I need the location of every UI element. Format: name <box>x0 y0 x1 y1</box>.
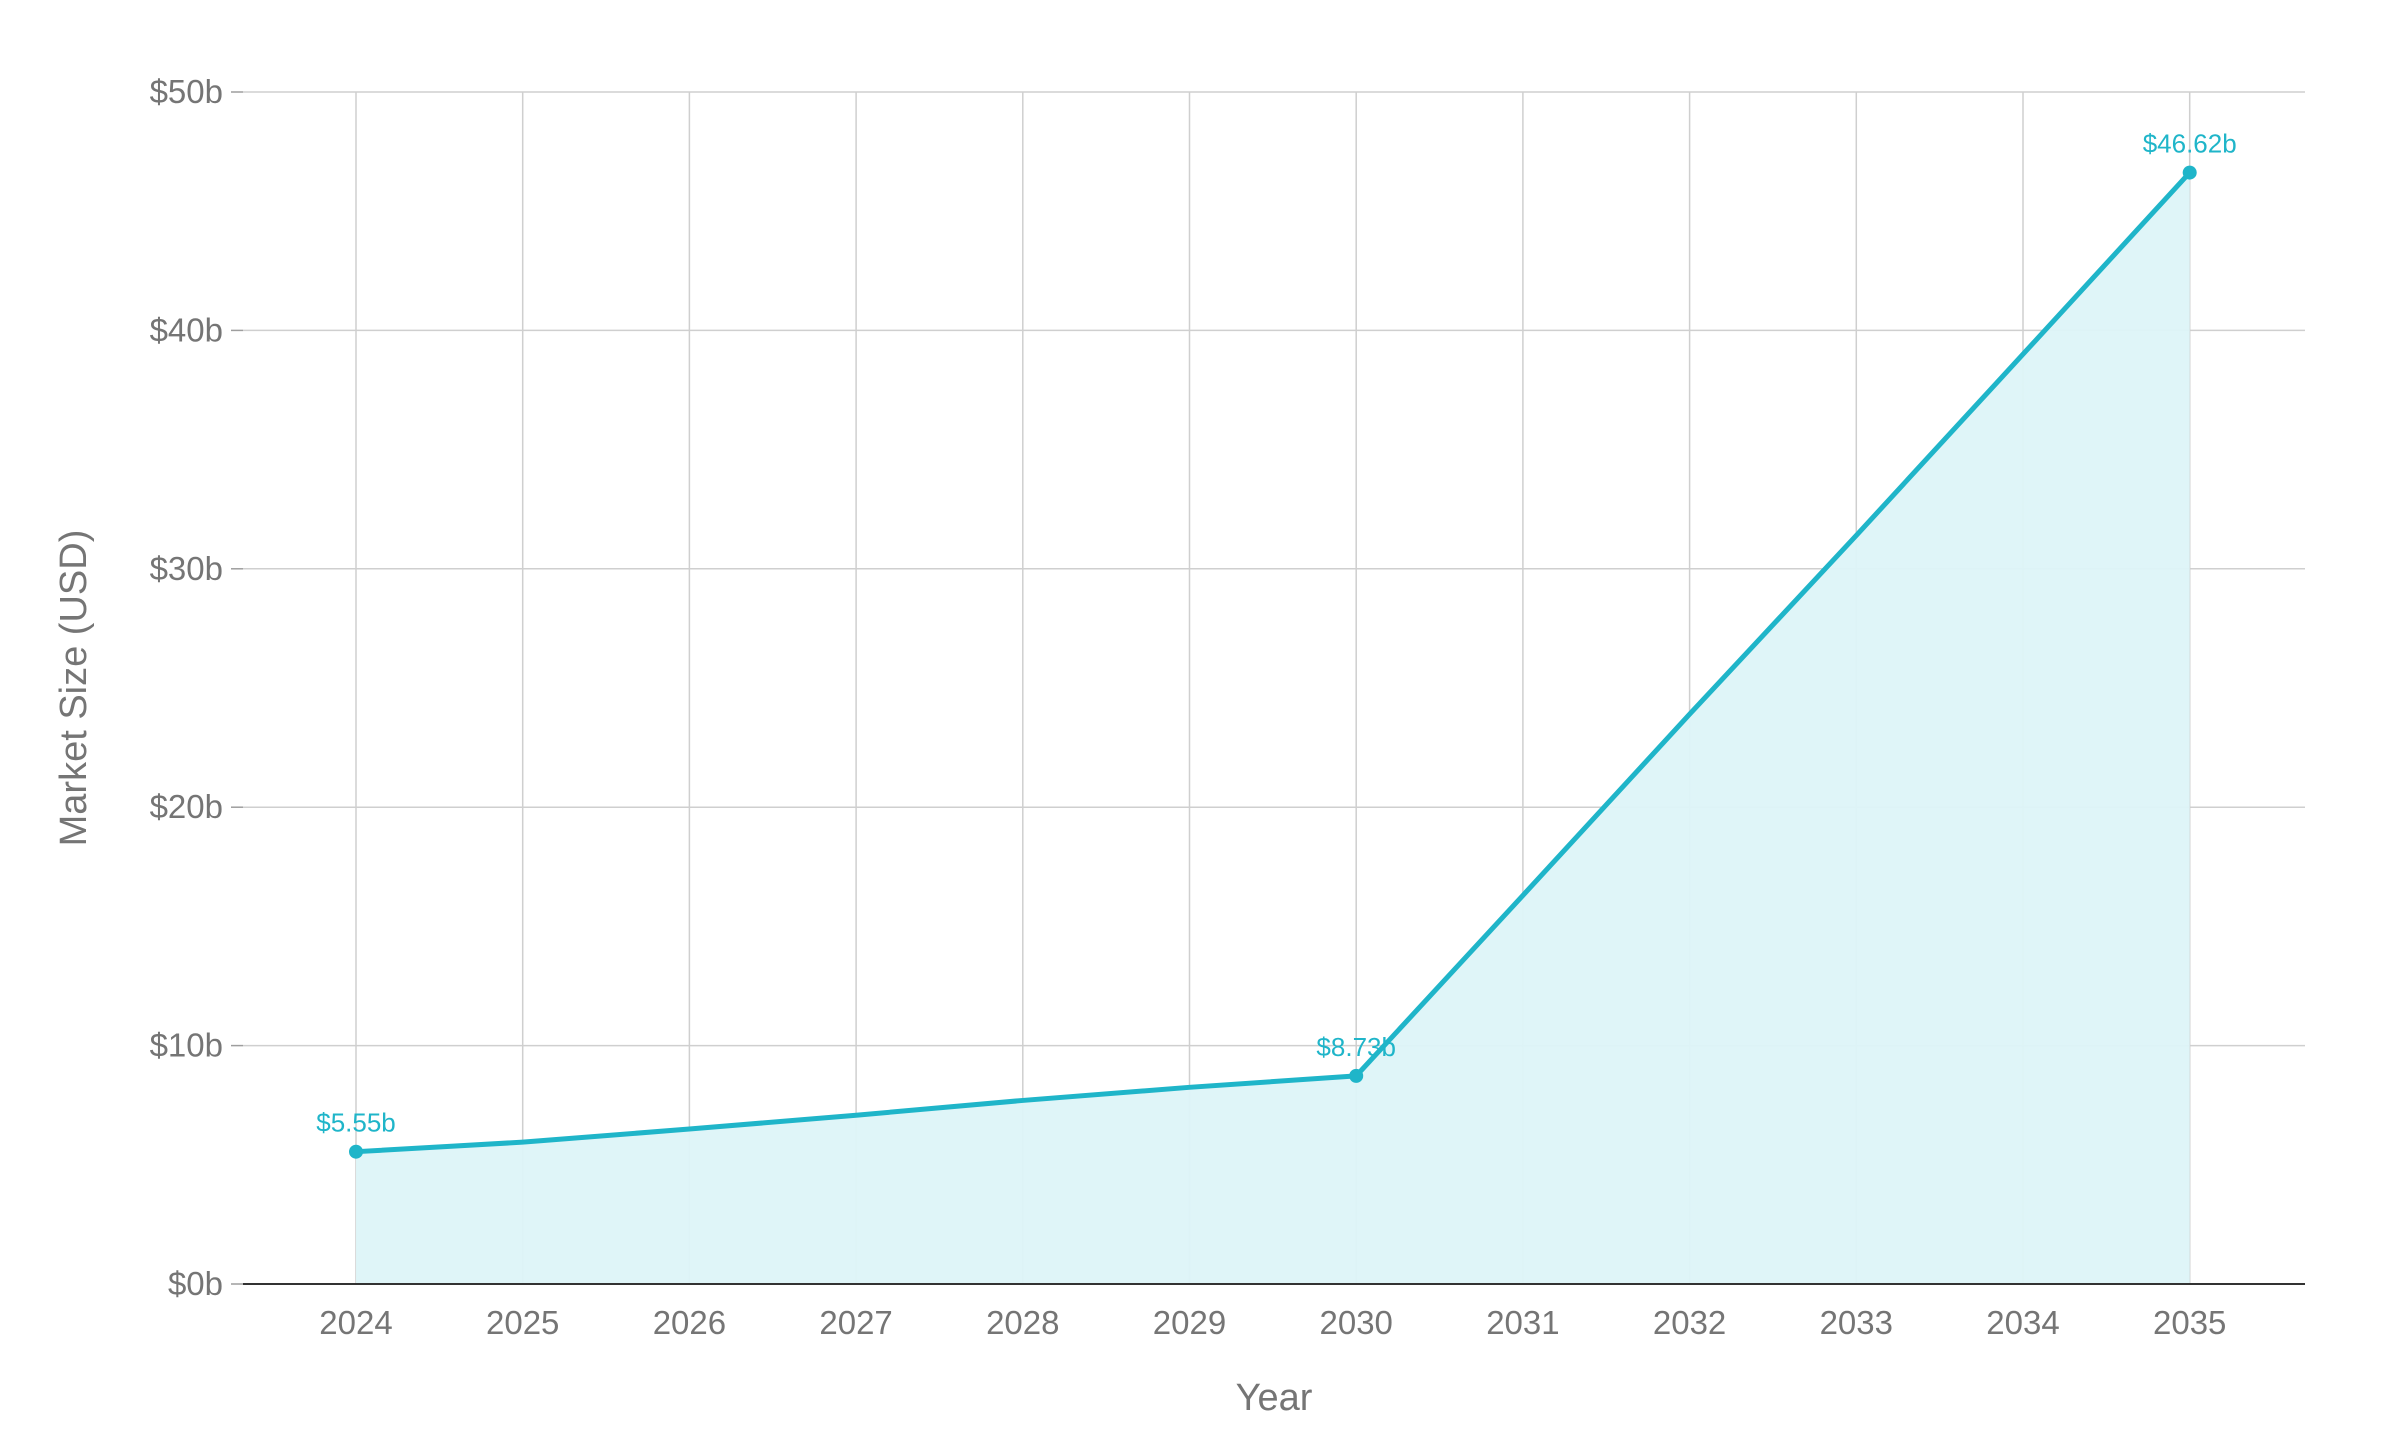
line-layer <box>353 170 2193 1155</box>
y-tick-label-3: $30b <box>150 550 223 587</box>
y-tick-label-2: $20b <box>150 788 223 825</box>
points-layer <box>349 165 2197 1159</box>
area-fill <box>356 172 2190 1284</box>
y-axis-title: Market Size (USD) <box>53 530 95 847</box>
y-tick-label-4: $40b <box>150 311 223 348</box>
x-tick-label-2035: 2035 <box>2153 1304 2226 1341</box>
data-labels-layer: $5.55b $8.73b $46.62b <box>316 129 2236 1138</box>
x-tick-label-2026: 2026 <box>653 1304 726 1341</box>
y-tick-label-0: $0b <box>168 1265 223 1302</box>
x-tick-label-2028: 2028 <box>986 1304 1059 1341</box>
x-tick-label-2030: 2030 <box>1319 1304 1392 1341</box>
x-axis-title: Year <box>1236 1377 1313 1419</box>
y-tick-label-5: $50b <box>150 73 223 110</box>
data-point-2030 <box>1349 1068 1364 1083</box>
x-tick-label-2033: 2033 <box>1820 1304 1893 1341</box>
series-line <box>353 170 2193 1155</box>
data-label-2035: $46.62b <box>2143 129 2237 159</box>
x-tick-label-2031: 2031 <box>1486 1304 1559 1341</box>
x-tick-label-2025: 2025 <box>486 1304 559 1341</box>
data-label-2030: $8.73b <box>1316 1032 1396 1062</box>
area-layer <box>356 172 2190 1284</box>
x-tick-label-2032: 2032 <box>1653 1304 1726 1341</box>
data-point-2035 <box>2182 165 2197 180</box>
data-label-2024: $5.55b <box>316 1108 396 1138</box>
x-tick-label-2034: 2034 <box>1986 1304 2059 1341</box>
tick-labels-layer: 2024 2025 2026 2027 2028 2029 2030 2031 2032 2033… <box>150 73 2227 1341</box>
x-tick-label-2029: 2029 <box>1153 1304 1226 1341</box>
x-tick-label-2024: 2024 <box>319 1304 392 1341</box>
x-tick-label-2027: 2027 <box>819 1304 892 1341</box>
data-point-2024 <box>349 1144 363 1159</box>
axis-layer <box>231 91 2305 1285</box>
y-tick-label-1: $10b <box>150 1027 223 1064</box>
